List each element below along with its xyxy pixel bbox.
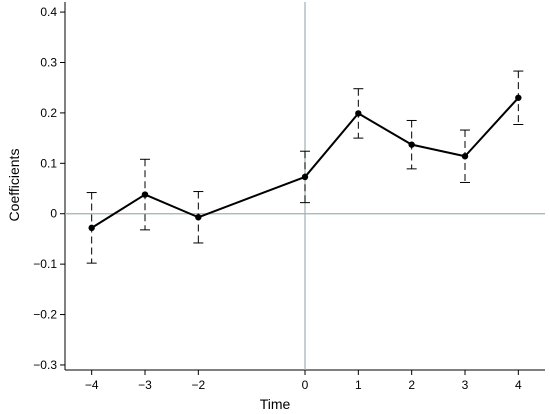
y-tick-label: 0.1: [40, 156, 57, 170]
x-axis-title: Time: [260, 396, 291, 412]
data-point: [88, 224, 95, 232]
series-line: [91, 97, 520, 229]
y-tick-label: 0.4: [40, 5, 57, 19]
x-tick-label: −2: [191, 378, 205, 392]
x-tick-label: 3: [462, 378, 469, 392]
y-tick-label: −0.3: [33, 358, 57, 372]
data-point: [195, 214, 202, 221]
data-point: [355, 110, 362, 117]
y-tick-label: −0.1: [33, 257, 57, 271]
x-tick-label: −3: [138, 378, 152, 392]
x-tick-label: 1: [355, 378, 362, 392]
coefficient-line: [91, 97, 520, 229]
y-tick-label: −0.2: [33, 308, 57, 322]
x-tick-label: 0: [302, 378, 309, 392]
x-tick-label: 2: [408, 378, 415, 392]
y-axis-title: Coefficients: [6, 149, 22, 222]
data-point: [301, 173, 309, 181]
y-tick-label: 0.2: [40, 106, 57, 120]
data-point: [515, 94, 522, 101]
data-points: [88, 94, 522, 232]
axes: −0.3 −0.2 −0.1 0 0.1 0.2 0.3 0.4 −4 −3 −2 0 1 2 3 4: [33, 2, 545, 392]
x-tick-label: −4: [85, 378, 99, 392]
data-point: [141, 191, 149, 198]
data-point: [461, 153, 469, 160]
data-point: [408, 141, 415, 148]
y-tick-label: 0: [50, 207, 57, 221]
x-tick-label: 4: [515, 378, 522, 392]
y-tick-label: 0.3: [40, 55, 57, 69]
